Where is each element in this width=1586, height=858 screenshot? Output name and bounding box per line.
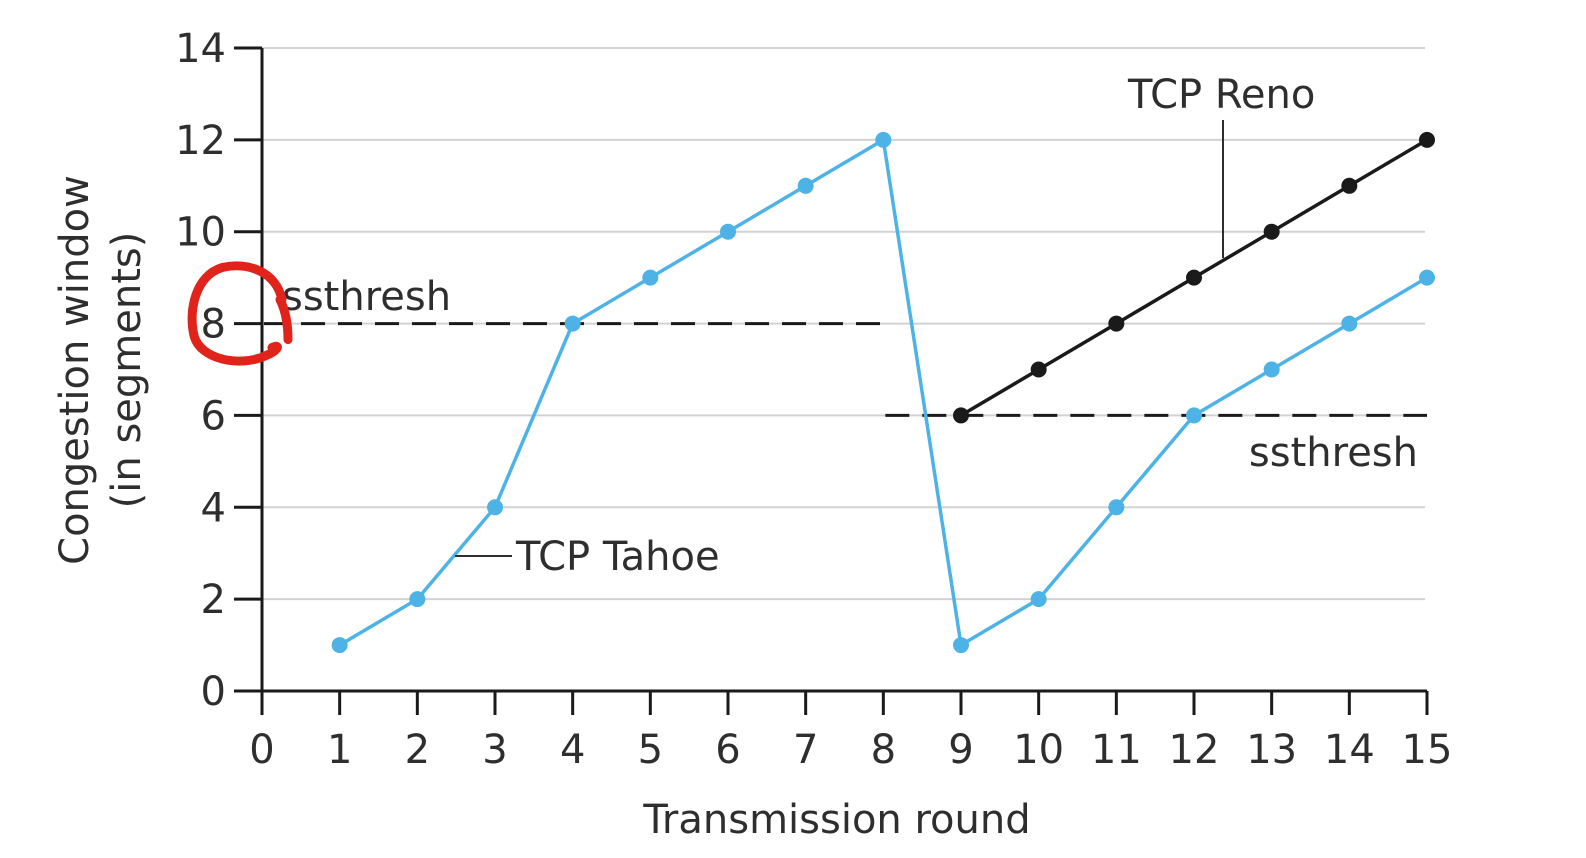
tcp-reno-point-15 [1419, 131, 1435, 148]
tcp-reno-point-13 [1263, 223, 1280, 240]
x-tick-label-11: 11 [1091, 727, 1142, 773]
tcp-reno-point-10 [1030, 361, 1047, 378]
x-tick-label-0: 0 [249, 727, 274, 773]
tcp-tahoe-point-3 [487, 499, 503, 516]
tcp-tahoe-point-15 [1419, 269, 1435, 286]
y-tick-label-2: 2 [201, 577, 226, 623]
tcp-reno-point-12 [1186, 269, 1202, 286]
tcp-tahoe-point-1 [331, 637, 348, 654]
tcp-reno-point-9 [953, 407, 969, 424]
ssthresh-lower-label: ssthresh [1249, 430, 1418, 476]
tcp-tahoe-point-12 [1186, 407, 1202, 424]
x-tick-label-4: 4 [560, 727, 585, 773]
ssthresh-upper-label: ssthresh [282, 274, 451, 320]
data-points [331, 131, 1435, 654]
x-tick-label-15: 15 [1402, 727, 1453, 773]
tcp-tahoe-point-8 [875, 131, 892, 148]
tcp-tahoe-point-7 [797, 177, 814, 194]
y-tick-label-10: 10 [175, 210, 226, 256]
x-tick-label-7: 7 [793, 727, 818, 773]
red-highlight-circle [187, 261, 293, 366]
tcp-tahoe-series-line [338, 138, 1428, 647]
grid-lines [262, 47, 1425, 601]
tcp-tahoe-point-4 [564, 315, 581, 332]
y-tick-label-6: 6 [201, 393, 226, 439]
ssthresh-lines [264, 322, 1427, 417]
x-tick-label-9: 9 [948, 727, 973, 773]
tcp-reno-label: TCP Reno [1127, 72, 1315, 118]
y-tick-label-4: 4 [201, 485, 226, 531]
x-tick-label-6: 6 [715, 727, 740, 773]
tcp-tahoe-point-2 [409, 591, 426, 608]
x-tick-label-13: 13 [1246, 727, 1297, 773]
tcp-tahoe-label: TCP Tahoe [515, 534, 720, 580]
y-axis-title-line-1: Congestion window [52, 175, 98, 565]
x-axis-title: Transmission round [642, 797, 1030, 843]
tcp-tahoe-point-9 [953, 637, 969, 654]
x-tick-label-12: 12 [1169, 727, 1220, 773]
tcp-reno-point-11 [1108, 315, 1125, 332]
y-tick-label-14: 14 [175, 26, 226, 72]
y-axis-title-line-2: (in segments) [104, 232, 150, 509]
tcp-reno-point-14 [1341, 177, 1358, 194]
x-tick-label-10: 10 [1013, 727, 1064, 773]
annotations: TCP Tahoe TCP Reno ssthresh ssthresh [282, 72, 1418, 580]
y-tick-label-12: 12 [175, 118, 226, 164]
y-tick-label-0: 0 [201, 669, 226, 715]
y-tick-label-8: 8 [201, 302, 226, 348]
x-tick-label-2: 2 [405, 727, 430, 773]
tcp-tahoe-point-13 [1263, 361, 1280, 378]
x-tick-label-5: 5 [638, 727, 663, 773]
tcp-tahoe-point-14 [1341, 315, 1358, 332]
x-tick-label-14: 14 [1324, 727, 1375, 773]
tcp-tahoe-point-5 [642, 269, 659, 286]
tcp-tahoe-point-11 [1108, 499, 1125, 516]
tcp-tahoe-point-6 [720, 223, 736, 240]
x-tick-label-8: 8 [871, 727, 896, 773]
series [338, 138, 1428, 647]
tcp-tahoe-point-10 [1030, 591, 1047, 608]
axis-titles: Transmission round Congestion window (in… [52, 175, 1031, 843]
x-tick-label-3: 3 [482, 727, 507, 773]
x-tick-label-1: 1 [327, 727, 352, 773]
